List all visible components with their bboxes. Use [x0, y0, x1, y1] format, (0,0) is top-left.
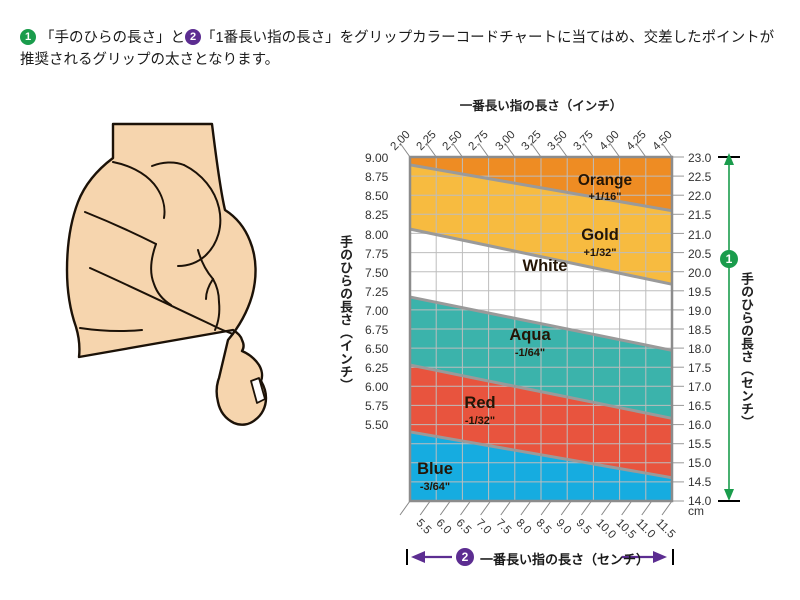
svg-text:-1/32": -1/32": [465, 415, 495, 427]
svg-text:Gold: Gold: [581, 226, 619, 244]
svg-text:Aqua: Aqua: [509, 326, 551, 344]
svg-text:+1/32": +1/32": [583, 247, 616, 259]
svg-text:White: White: [523, 257, 568, 275]
svg-text:+1/16": +1/16": [588, 191, 621, 203]
svg-text:Red: Red: [464, 394, 495, 412]
svg-text:-1/64": -1/64": [515, 347, 545, 359]
svg-text:Orange: Orange: [578, 172, 633, 189]
svg-text:Blue: Blue: [417, 460, 453, 478]
svg-text:-3/64": -3/64": [420, 481, 450, 493]
